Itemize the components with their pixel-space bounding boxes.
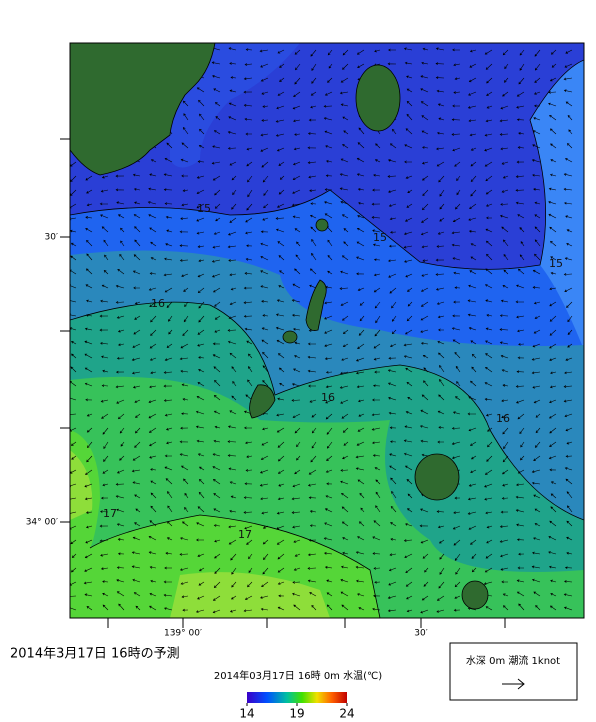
contour-line	[70, 301, 584, 521]
axis-ticks	[60, 138, 506, 628]
island	[282, 330, 298, 344]
contour-line	[70, 59, 584, 270]
island	[414, 453, 460, 501]
island	[305, 279, 327, 331]
contour-label: 16	[496, 412, 510, 425]
contour-label: 15	[549, 257, 563, 270]
sea-band	[70, 430, 380, 618]
contour-line	[89, 514, 381, 618]
title: 2014年3月17日 16時の予測	[10, 647, 180, 662]
island	[355, 64, 401, 132]
contour-label: 15	[197, 202, 211, 215]
map	[70, 43, 584, 618]
contour-label: 17	[103, 507, 117, 520]
legend-box	[449, 642, 578, 701]
contour-label: 17	[238, 528, 252, 541]
island	[315, 218, 329, 232]
colorbar	[247, 692, 347, 703]
legend-arrow	[502, 678, 525, 690]
contour-labels: 15 15 15 16 16 16 17 17	[103, 202, 563, 541]
island	[249, 384, 276, 419]
legend-text: 水深 0m 潮流 1knot	[466, 654, 560, 667]
sea-band	[170, 572, 330, 618]
sea-band	[70, 450, 93, 520]
colorbar-tick-label: 24	[339, 707, 354, 721]
colorbar-ticks: 14 19 24	[239, 703, 355, 721]
contour-label: 16	[321, 391, 335, 404]
island	[461, 580, 489, 610]
contour-label: 16	[151, 297, 165, 310]
colorbar-caption: 2014年03月17日 16時 0m 水温(℃)	[214, 669, 382, 682]
colorbar-tick-label: 19	[289, 707, 304, 721]
contour-label: 15	[373, 231, 387, 244]
colorbar-tick-label: 14	[239, 707, 254, 721]
lon-label: 139° 00′	[164, 629, 202, 639]
lat-label: 34° 00′	[26, 518, 58, 528]
lat-label: 30′	[45, 233, 59, 243]
lon-label: 30′	[414, 629, 428, 639]
land	[70, 43, 216, 176]
